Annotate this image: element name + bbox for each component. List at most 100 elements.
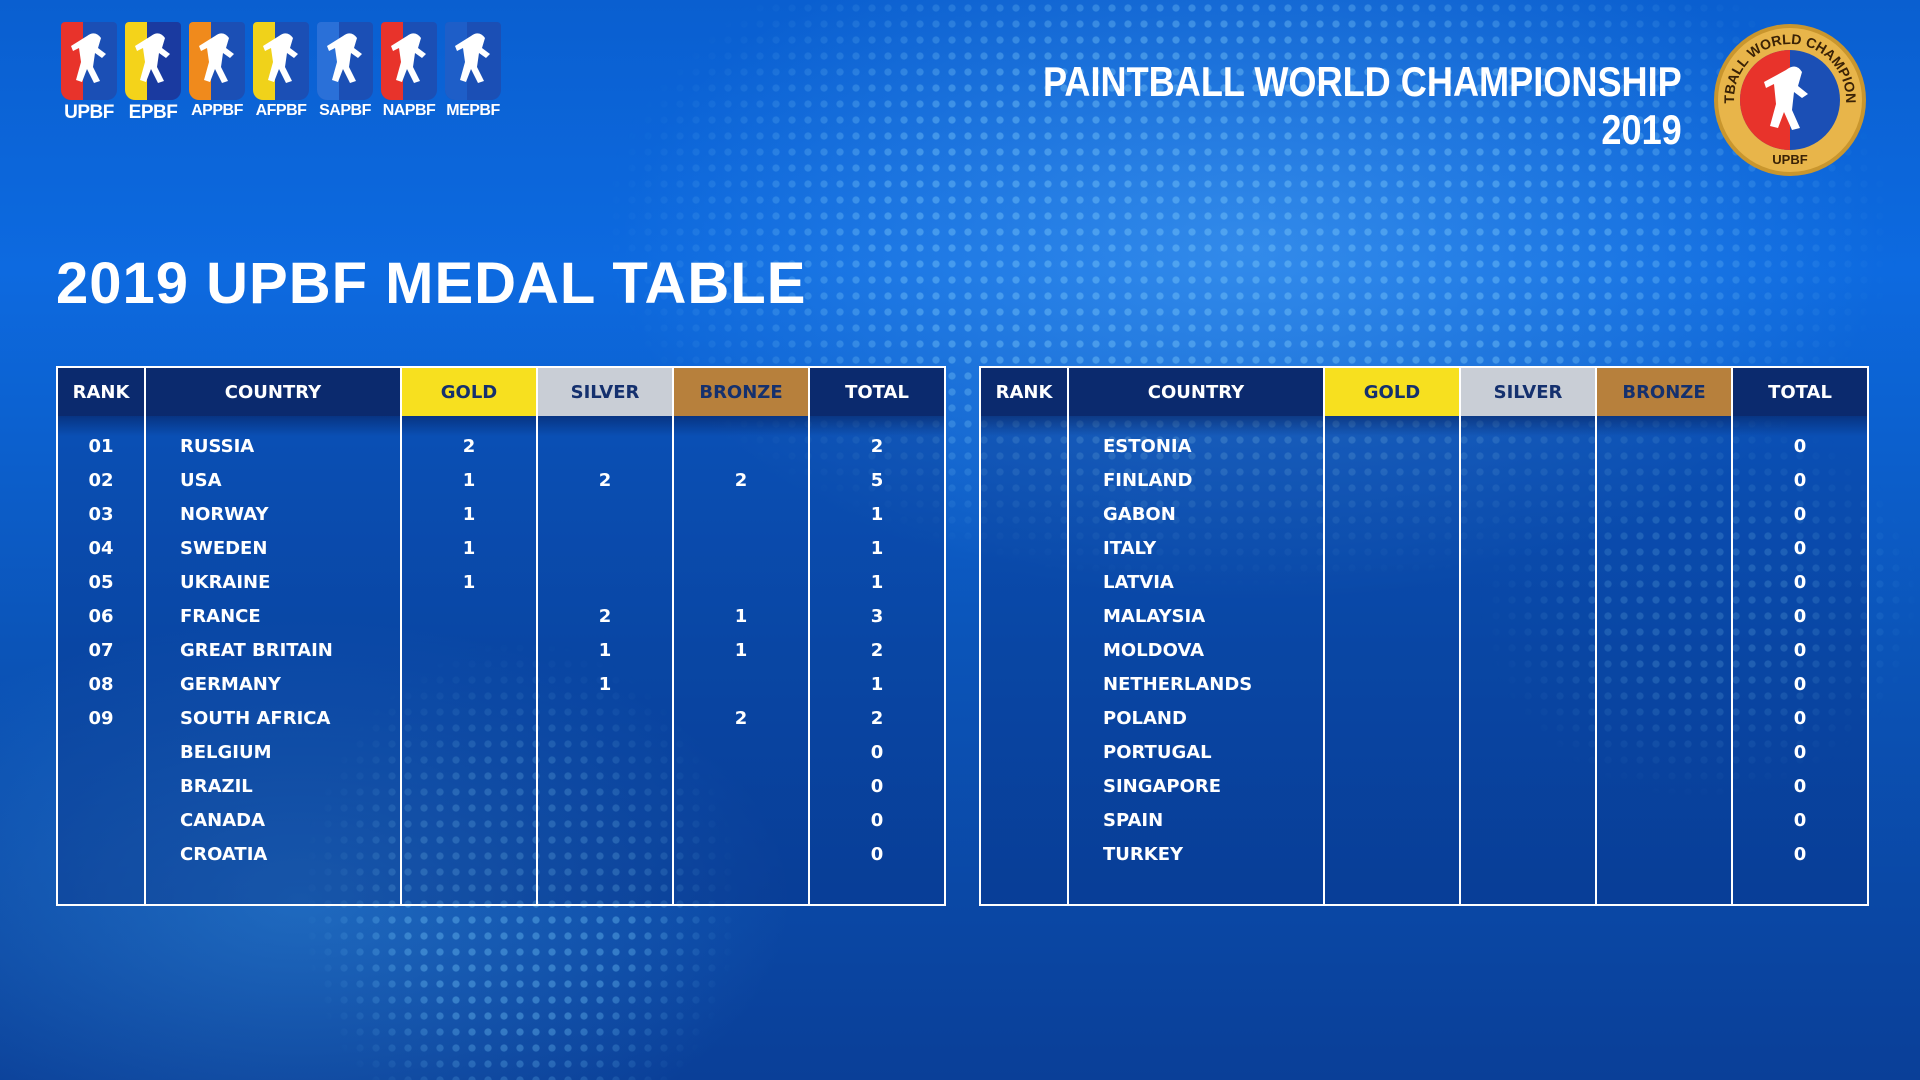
cell-total: 0 (1793, 470, 1807, 491)
header-shadow (58, 416, 944, 436)
cell-country: NETHERLANDS (1103, 674, 1253, 695)
column-divider (1459, 368, 1461, 904)
cell-country: TURKEY (1103, 844, 1184, 865)
cell-country: BELGIUM (180, 742, 272, 763)
cell-bronze: 2 (734, 708, 748, 729)
cell-gold: 1 (462, 470, 476, 491)
cell-country: MALAYSIA (1103, 606, 1206, 627)
table-row: 04 SWEDEN 1 1 (58, 532, 944, 566)
cell-country: MOLDOVA (1103, 640, 1205, 661)
cell-total: 2 (870, 708, 884, 729)
cell-rank: 02 (88, 470, 114, 491)
table-row: BELGIUM 0 (58, 736, 944, 770)
column-divider (808, 368, 810, 904)
table-row: SINGAPORE 0 (981, 770, 1867, 804)
column-divider (1323, 368, 1325, 904)
championship-year: 2019 (1601, 106, 1682, 153)
cell-silver: 2 (598, 470, 612, 491)
cell-gold: 2 (462, 436, 476, 457)
column-header-gold: GOLD (1325, 368, 1459, 416)
table-row: 03 NORWAY 1 1 (58, 498, 944, 532)
table-row: BRAZIL 0 (58, 770, 944, 804)
column-header-country: COUNTRY (146, 368, 400, 416)
medal-table-left: RANK COUNTRY GOLD SILVER BRONZE TOTAL 01 RUSSIA… (56, 366, 946, 906)
federation-logo: EPBF (124, 22, 182, 124)
table-row: CANADA 0 (58, 804, 944, 838)
paintball-player-icon (317, 22, 373, 100)
upbf-championship-logo: PAINTBALL WORLD CHAMPIONSHIP UPBF (1707, 9, 1868, 178)
column-divider (144, 368, 146, 904)
cell-country: NORWAY (180, 504, 269, 525)
table-row: 06 FRANCE 2 1 3 (58, 600, 944, 634)
cell-bronze: 1 (734, 640, 748, 661)
column-divider (1731, 368, 1733, 904)
table-row: 02 USA 1 2 2 5 (58, 464, 944, 498)
cell-country: LATVIA (1103, 572, 1174, 593)
cell-total: 0 (870, 810, 884, 831)
cell-total: 0 (1793, 708, 1807, 729)
cell-rank: 07 (88, 640, 114, 661)
cell-bronze: 1 (734, 606, 748, 627)
federation-logo: UPBF (60, 22, 118, 124)
column-header-bronze: BRONZE (1597, 368, 1731, 416)
cell-rank: 03 (88, 504, 114, 525)
cell-rank: 04 (88, 538, 114, 559)
cell-country: CANADA (180, 810, 266, 831)
table-row: SPAIN 0 (981, 804, 1867, 838)
column-header-total: TOTAL (1733, 368, 1867, 416)
cell-total: 0 (1793, 538, 1807, 559)
table-row: ESTONIA 0 (981, 430, 1867, 464)
federation-label: MEPBF (446, 102, 500, 119)
cell-total: 1 (870, 572, 884, 593)
column-header-total: TOTAL (810, 368, 944, 416)
table-row: POLAND 0 (981, 702, 1867, 736)
paintball-player-icon (189, 22, 245, 100)
table-row: MALAYSIA 0 (981, 600, 1867, 634)
column-header-bronze: BRONZE (674, 368, 808, 416)
cell-country: GABON (1103, 504, 1176, 525)
column-header-silver: SILVER (538, 368, 672, 416)
cell-total: 0 (870, 742, 884, 763)
cell-country: SWEDEN (180, 538, 268, 559)
table-row: ITALY 0 (981, 532, 1867, 566)
federation-label: EPBF (128, 102, 178, 123)
cell-country: RUSSIA (180, 436, 255, 457)
cell-total: 3 (870, 606, 884, 627)
column-header-gold: GOLD (402, 368, 536, 416)
cell-total: 1 (870, 504, 884, 525)
federation-logo: MEPBF (444, 22, 502, 124)
cell-silver: 1 (598, 674, 612, 695)
cell-rank: 06 (88, 606, 114, 627)
column-divider (672, 368, 674, 904)
federation-label: APPBF (191, 102, 243, 119)
table-row: MOLDOVA 0 (981, 634, 1867, 668)
cell-silver: 2 (598, 606, 612, 627)
federation-logo: AFPBF (252, 22, 310, 124)
cell-total: 0 (1793, 776, 1807, 797)
federation-logo: NAPBF (380, 22, 438, 124)
cell-silver: 1 (598, 640, 612, 661)
championship-name: PAINTBALL WORLD CHAMPIONSHIP (1043, 58, 1682, 105)
cell-total: 0 (870, 776, 884, 797)
column-header-rank: RANK (981, 368, 1067, 416)
cell-country: UKRAINE (180, 572, 271, 593)
column-divider (536, 368, 538, 904)
cell-total: 0 (1793, 810, 1807, 831)
cell-total: 0 (1793, 436, 1807, 457)
table-row: 01 RUSSIA 2 2 (58, 430, 944, 464)
table-row: FINLAND 0 (981, 464, 1867, 498)
cell-gold: 1 (462, 504, 476, 525)
table-row: 09 SOUTH AFRICA 2 2 (58, 702, 944, 736)
column-divider (400, 368, 402, 904)
cell-country: PORTUGAL (1103, 742, 1212, 763)
paintball-player-icon (381, 22, 437, 100)
cell-rank: 08 (88, 674, 114, 695)
table-row: 07 GREAT BRITAIN 1 1 2 (58, 634, 944, 668)
paintball-player-icon (253, 22, 309, 100)
cell-country: ITALY (1103, 538, 1157, 559)
table-row: 05 UKRAINE 1 1 (58, 566, 944, 600)
federation-label: UPBF (64, 102, 114, 123)
cell-total: 0 (1793, 606, 1807, 627)
cell-gold: 1 (462, 538, 476, 559)
